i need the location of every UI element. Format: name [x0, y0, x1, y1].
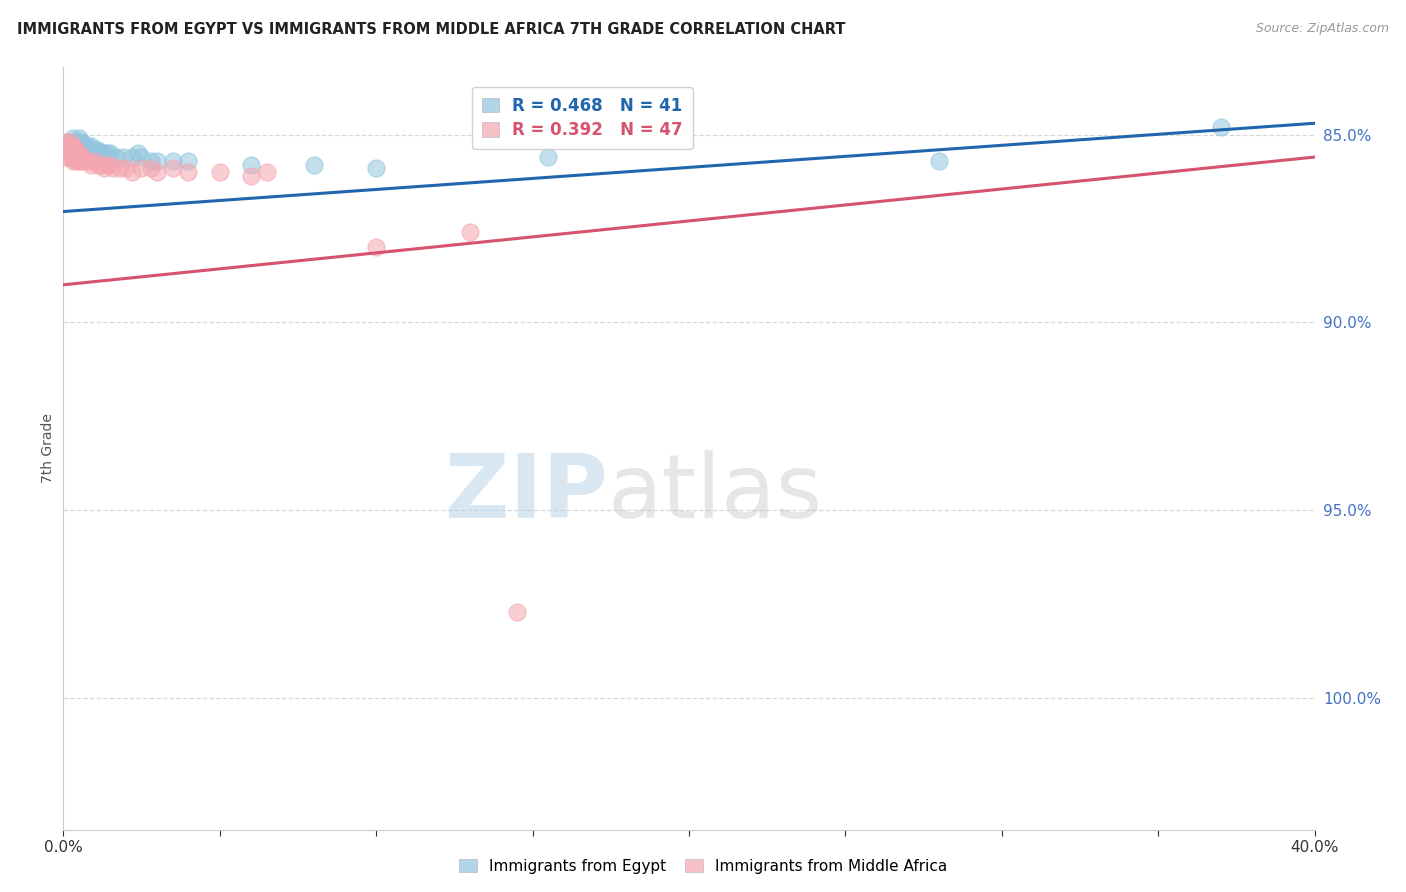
Text: Source: ZipAtlas.com: Source: ZipAtlas.com	[1256, 22, 1389, 36]
Point	[75, 153, 97, 168]
Point	[111, 150, 134, 164]
Point	[80, 143, 103, 157]
Point	[65, 150, 87, 164]
Point	[146, 153, 169, 168]
Point	[65, 135, 87, 149]
Point	[256, 165, 278, 179]
Point	[58, 138, 80, 153]
Point	[83, 153, 105, 168]
Point	[55, 135, 77, 149]
Point	[366, 161, 388, 176]
Text: IMMIGRANTS FROM EGYPT VS IMMIGRANTS FROM MIDDLE AFRICA 7TH GRADE CORRELATION CHA: IMMIGRANTS FROM EGYPT VS IMMIGRANTS FROM…	[17, 22, 845, 37]
Point	[127, 146, 149, 161]
Point	[58, 150, 80, 164]
Point	[80, 158, 103, 172]
Point	[67, 138, 90, 153]
Point	[77, 143, 100, 157]
Point	[366, 240, 388, 254]
Point	[108, 161, 131, 176]
Point	[75, 143, 97, 157]
Point	[96, 158, 118, 172]
Point	[302, 158, 325, 172]
Point	[162, 153, 184, 168]
Point	[90, 146, 112, 161]
Point	[98, 158, 121, 172]
Text: ZIP: ZIP	[444, 450, 607, 538]
Point	[62, 138, 84, 153]
Legend: Immigrants from Egypt, Immigrants from Middle Africa: Immigrants from Egypt, Immigrants from M…	[453, 853, 953, 880]
Point	[65, 143, 87, 157]
Legend: R = 0.468   N = 41, R = 0.392   N = 47: R = 0.468 N = 41, R = 0.392 N = 47	[472, 87, 693, 149]
Point	[55, 138, 77, 153]
Point	[67, 146, 90, 161]
Point	[62, 143, 84, 157]
Point	[65, 153, 87, 168]
Point	[77, 138, 100, 153]
Point	[121, 165, 143, 179]
Point	[458, 225, 481, 239]
Point	[1209, 120, 1232, 134]
Point	[83, 143, 105, 157]
Point	[90, 158, 112, 172]
Point	[93, 161, 115, 176]
Point	[115, 161, 138, 176]
Point	[162, 161, 184, 176]
Point	[146, 165, 169, 179]
Point	[62, 146, 84, 161]
Point	[506, 605, 529, 619]
Point	[70, 153, 93, 168]
Point	[55, 150, 77, 164]
Point	[139, 161, 162, 176]
Point	[62, 153, 84, 168]
Point	[239, 169, 263, 183]
Point	[67, 153, 90, 168]
Point	[121, 150, 143, 164]
Point	[80, 138, 103, 153]
Point	[70, 135, 93, 149]
Point	[65, 138, 87, 153]
Point	[65, 146, 87, 161]
Point	[67, 135, 90, 149]
Point	[70, 138, 93, 153]
Point	[62, 150, 84, 164]
Text: atlas: atlas	[607, 450, 823, 538]
Point	[86, 143, 108, 157]
Point	[239, 158, 263, 172]
Point	[70, 143, 93, 157]
Point	[75, 146, 97, 161]
Point	[86, 158, 108, 172]
Point	[131, 150, 153, 164]
Point	[93, 146, 115, 161]
Point	[131, 161, 153, 176]
Point	[208, 165, 231, 179]
Point	[77, 153, 100, 168]
Point	[70, 150, 93, 164]
Point	[55, 143, 77, 157]
Y-axis label: 7th Grade: 7th Grade	[41, 413, 55, 483]
Point	[75, 138, 97, 153]
Point	[98, 146, 121, 161]
Point	[139, 153, 162, 168]
Point	[58, 135, 80, 149]
Point	[65, 143, 87, 157]
Point	[928, 153, 950, 168]
Point	[177, 165, 200, 179]
Point	[96, 146, 118, 161]
Point	[62, 135, 84, 149]
Point	[67, 131, 90, 145]
Point	[67, 150, 90, 164]
Point	[105, 150, 128, 164]
Point	[177, 153, 200, 168]
Point	[103, 161, 125, 176]
Point	[55, 135, 77, 149]
Point	[58, 143, 80, 157]
Point	[62, 131, 84, 145]
Point	[58, 146, 80, 161]
Point	[537, 150, 560, 164]
Point	[58, 138, 80, 153]
